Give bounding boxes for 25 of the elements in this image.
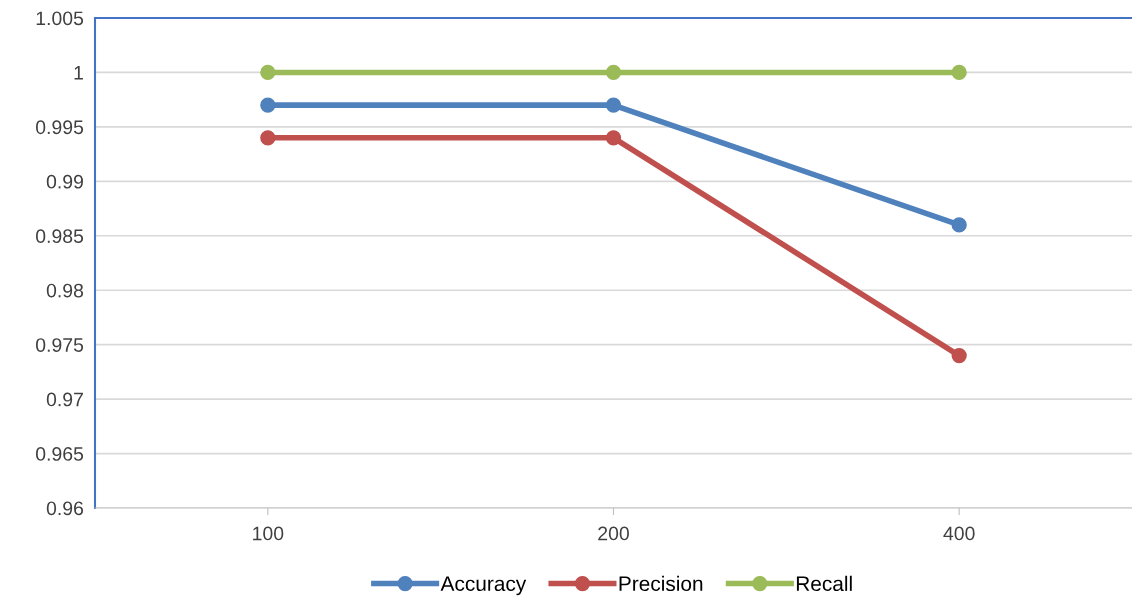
- y-tick-label: 0.96: [46, 501, 84, 516]
- point: [260, 130, 276, 146]
- point: [260, 64, 276, 81]
- y-tick-label: 0.975: [35, 338, 84, 352]
- point: [605, 130, 622, 146]
- x-tick-label: 400: [943, 526, 975, 541]
- point: [260, 97, 276, 113]
- x-tick-label: 200: [598, 526, 629, 541]
- legend-label: Accuracy: [440, 576, 527, 596]
- legend-label: Precision: [619, 575, 703, 592]
- y-tick-label: 1.005: [36, 11, 84, 26]
- point: [951, 64, 967, 81]
- y-tick-label: 0.97: [46, 392, 83, 407]
- point: [605, 97, 622, 113]
- y-tick-label: 0.985: [35, 229, 84, 244]
- point: [951, 217, 967, 233]
- legend-label: Recall: [796, 575, 852, 592]
- x-tick-label: 100: [253, 526, 284, 541]
- y-tick-label: 0.98: [46, 283, 84, 298]
- y-tick-label: 1: [74, 66, 83, 80]
- point: [605, 64, 622, 81]
- point: [951, 347, 967, 364]
- y-tick-label: 0.995: [35, 120, 84, 135]
- y-tick-label: 0.965: [35, 447, 84, 461]
- y-tick-label: 0.99: [46, 174, 83, 189]
